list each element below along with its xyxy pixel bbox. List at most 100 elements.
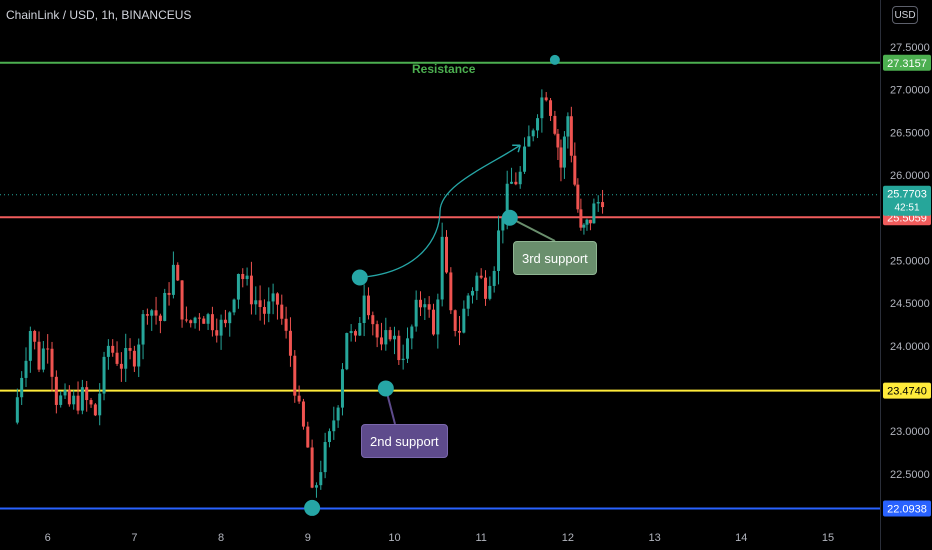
time-axis: 6 7 8 9 10 11 12 13 14 15 <box>45 532 834 544</box>
candle-body <box>15 397 19 423</box>
candle-body <box>323 442 327 473</box>
candle-body <box>232 299 236 313</box>
candle-body <box>566 116 570 137</box>
currency-button[interactable]: USD <box>892 6 918 24</box>
candle-body <box>562 136 566 168</box>
candle-body <box>167 292 171 295</box>
y-tick-label: 27.5000 <box>890 42 930 54</box>
candle-body <box>449 272 453 311</box>
y-tick-label: 27.0000 <box>890 85 930 97</box>
y-tick-label: 26.5000 <box>890 127 930 139</box>
candle-body <box>314 485 318 488</box>
support-2-callout[interactable]: 2nd support <box>361 424 448 458</box>
level-tag-resistance <box>883 54 931 71</box>
candle-body <box>176 264 180 281</box>
x-tick-label: 12 <box>562 532 574 544</box>
candle-body <box>293 355 297 396</box>
trend-arrow-head <box>512 144 521 153</box>
candle-body <box>20 377 24 398</box>
support-3-callout[interactable]: 3rd support <box>513 241 597 275</box>
level-tag-label: 22.0938 <box>887 503 927 515</box>
marker-dot <box>501 209 518 226</box>
candle-body <box>384 330 388 345</box>
x-tick-label: 9 <box>305 532 311 544</box>
candle-body <box>362 295 366 323</box>
price-axis-bg <box>880 0 932 550</box>
level-tag-label: 27.3157 <box>887 58 927 70</box>
candle-body <box>275 293 279 305</box>
candle-body <box>588 219 592 224</box>
candle-body <box>405 338 409 359</box>
candle-body <box>271 293 275 302</box>
candle-body <box>150 310 154 316</box>
candle-body <box>236 273 240 300</box>
x-tick-label: 15 <box>822 532 834 544</box>
candle-body <box>544 97 548 101</box>
candle-body <box>245 275 249 280</box>
candle-body <box>585 219 589 225</box>
candle-body <box>340 369 344 408</box>
candle-body <box>163 292 167 321</box>
candle-body <box>497 230 501 271</box>
candle-body <box>556 133 560 148</box>
trend-arrow-curve <box>359 144 521 279</box>
candle-body <box>24 360 28 378</box>
y-tick-label: 24.5000 <box>890 298 930 310</box>
level-tag-support-yellow <box>883 382 931 399</box>
candle-body <box>601 202 605 208</box>
candle-body <box>80 387 84 411</box>
x-tick-label: 8 <box>218 532 224 544</box>
candle-body <box>414 299 418 327</box>
candle-body <box>596 202 600 204</box>
candle-body <box>301 401 305 427</box>
candle-body <box>141 314 145 345</box>
y-tick-label: 25.0000 <box>890 255 930 267</box>
candle-body <box>388 330 392 340</box>
resistance-label: Resistance <box>412 62 476 76</box>
candle-body <box>241 273 245 280</box>
x-tick-label: 13 <box>648 532 660 544</box>
candle-body <box>180 280 184 320</box>
candle-body <box>410 326 414 339</box>
candle-body <box>553 115 557 134</box>
candle-body <box>33 330 37 342</box>
x-tick-label: 10 <box>388 532 400 544</box>
candle-body <box>115 352 119 364</box>
countdown-label: 42:51 <box>894 203 919 214</box>
candle-body <box>154 310 158 316</box>
candle-body <box>371 315 375 325</box>
candle-body <box>37 341 41 370</box>
candle-body <box>284 318 288 331</box>
candle-body <box>85 387 89 401</box>
candle-body <box>189 320 193 324</box>
candle-body <box>193 317 197 324</box>
candle-body <box>132 350 136 367</box>
candle-body <box>349 331 353 334</box>
x-tick-label: 11 <box>475 532 486 544</box>
candle-body <box>310 447 314 488</box>
marker-dot <box>304 499 321 516</box>
candle-body <box>228 312 232 324</box>
candle-body <box>210 314 214 331</box>
x-tick-label: 14 <box>735 532 747 544</box>
candle-body <box>492 270 496 286</box>
candle-body <box>128 348 132 351</box>
candle-body <box>171 264 175 295</box>
candle-body <box>475 275 479 291</box>
candle-body <box>510 181 514 184</box>
candle-body <box>569 116 573 156</box>
candle-body <box>458 331 462 333</box>
candle-body <box>327 431 331 443</box>
candle-body <box>540 97 544 119</box>
candle-body <box>423 304 427 308</box>
candle-body <box>267 301 271 314</box>
candle-body <box>206 314 210 324</box>
level-tag-label: 23.4740 <box>887 386 927 398</box>
candle-body <box>184 319 188 321</box>
candle-body <box>353 331 357 336</box>
candle-body <box>258 300 262 308</box>
candle-body <box>484 277 488 299</box>
x-tick-label: 6 <box>45 532 51 544</box>
current-price-tag <box>883 185 931 216</box>
